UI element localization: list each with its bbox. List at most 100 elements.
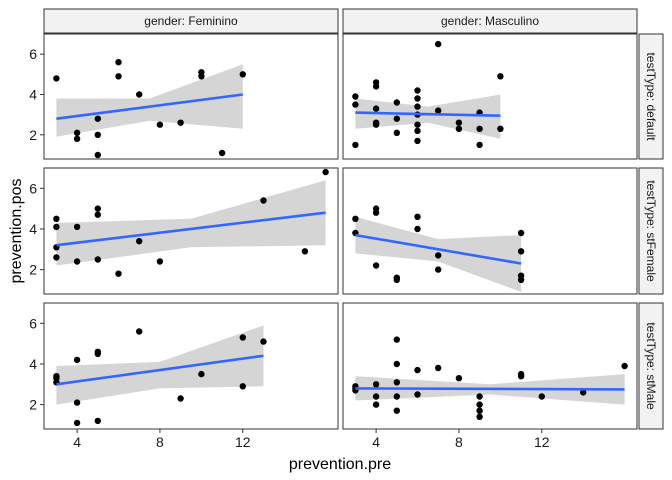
data-point (177, 119, 184, 126)
panel-stMale-Masculino (342, 302, 638, 430)
data-point (260, 338, 267, 345)
data-point (372, 209, 380, 216)
data-point (414, 213, 421, 220)
data-point (476, 407, 483, 414)
x-tick-label: 12 (534, 434, 550, 450)
data-point (414, 127, 421, 134)
y-tick-label: 4 (29, 86, 37, 102)
data-point (517, 373, 525, 380)
data-point (455, 375, 463, 382)
panel-default-Feminino (43, 33, 339, 160)
y-tick-label: 2 (29, 262, 37, 278)
data-point (115, 59, 122, 66)
data-point (580, 389, 587, 396)
regression-line (355, 233, 522, 265)
confidence-band (56, 64, 243, 137)
strip-row-stfemale-bg (638, 167, 664, 295)
data-point (414, 137, 421, 145)
panel-border (43, 33, 339, 160)
y-tick-label: 2 (29, 397, 37, 413)
x-tick-label: 4 (372, 434, 380, 450)
data-point (497, 73, 504, 80)
data-point (393, 276, 400, 283)
panel-border (342, 167, 638, 295)
strip-row-default-bg (638, 33, 664, 160)
data-point (322, 168, 329, 176)
strip-col-feminino-bg (43, 8, 339, 34)
data-point (372, 105, 380, 112)
y-tick-label: 6 (29, 315, 37, 331)
data-point (94, 417, 102, 425)
data-point (94, 205, 102, 212)
x-tick-label: 8 (156, 434, 164, 450)
data-point (538, 393, 545, 400)
panel-default-Masculino (342, 33, 638, 160)
data-point (73, 135, 81, 142)
data-point (115, 270, 122, 277)
data-point (73, 399, 81, 406)
y-tick-label: 6 (29, 46, 37, 62)
data-point (372, 393, 380, 400)
data-point (414, 87, 421, 94)
facet-panels (43, 33, 638, 430)
data-point (94, 256, 102, 263)
strip-col-feminino-label: gender: Feminino (144, 14, 238, 28)
regression-line (355, 387, 625, 391)
panel-stMale-Feminino (43, 302, 339, 430)
regression-line (56, 354, 264, 386)
y-tick-label: 4 (29, 221, 37, 237)
column-strips: gender: Feminino gender: Masculino (43, 8, 638, 34)
data-point (435, 252, 442, 259)
data-point (156, 121, 164, 128)
confidence-band (56, 180, 326, 266)
data-point (455, 119, 463, 126)
data-point (621, 362, 628, 370)
data-point (177, 395, 184, 402)
data-point (136, 91, 143, 98)
data-point (476, 413, 483, 420)
data-point (414, 95, 421, 102)
data-point (372, 401, 380, 408)
data-point (352, 141, 359, 149)
data-point (73, 419, 81, 427)
y-tick-label: 4 (29, 356, 37, 372)
strip-row-stfemale-label: testType: stFemale (644, 180, 658, 282)
axes: 2 4 6 2 4 6 2 4 6 4 8 12 4 8 12 (29, 46, 550, 450)
data-point (372, 83, 380, 90)
panel-border (43, 167, 339, 295)
data-point (239, 71, 246, 78)
strip-col-masculino-label: gender: Masculino (441, 14, 539, 28)
x-tick-label: 4 (73, 434, 81, 450)
data-point (260, 197, 267, 204)
data-point (94, 115, 102, 122)
data-point (73, 223, 81, 231)
data-point (393, 379, 400, 386)
data-point (476, 125, 483, 132)
data-point (198, 370, 205, 378)
data-point (414, 225, 421, 233)
panel-border (342, 302, 638, 430)
data-point (94, 350, 102, 357)
data-point (198, 69, 205, 76)
data-point (414, 391, 421, 398)
data-point (414, 366, 421, 374)
strip-row-stmale-label: testType: stMale (644, 322, 658, 410)
y-tick-label: 2 (29, 127, 37, 143)
data-point (435, 364, 442, 372)
strip-row-default-label: testType: default (644, 52, 658, 141)
data-point (53, 75, 60, 82)
confidence-band (355, 94, 501, 139)
regression-line (355, 111, 501, 117)
data-point (393, 129, 400, 136)
data-point (53, 215, 60, 222)
data-point (393, 393, 400, 400)
data-point (73, 129, 81, 136)
data-point (115, 73, 122, 80)
data-point (352, 215, 359, 222)
x-tick-label: 8 (455, 434, 463, 450)
data-point (393, 407, 400, 414)
data-point (476, 401, 483, 408)
data-point (393, 336, 400, 343)
row-strips: testType: default testType: stFemale tes… (638, 33, 664, 430)
